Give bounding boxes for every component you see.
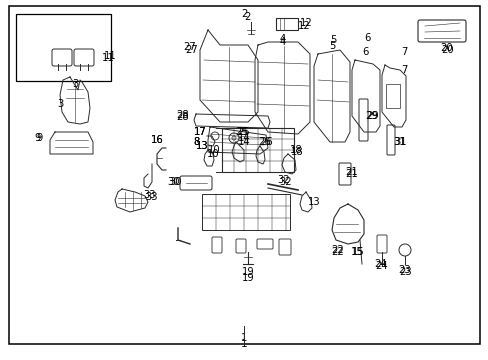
Text: 32: 32 [279, 177, 292, 187]
Text: 24: 24 [374, 259, 386, 269]
Text: 9: 9 [35, 133, 41, 143]
Text: 18: 18 [290, 147, 303, 157]
Text: 10: 10 [206, 149, 219, 159]
Text: 3: 3 [72, 79, 78, 89]
Text: 5: 5 [329, 35, 336, 45]
Text: 13: 13 [195, 141, 208, 151]
Text: 26: 26 [260, 137, 273, 147]
Bar [385, 84, 399, 108]
Text: 12: 12 [299, 18, 312, 28]
Text: 31: 31 [393, 137, 406, 147]
Text: 5: 5 [328, 41, 334, 51]
Text: 3: 3 [57, 99, 63, 109]
Text: 10: 10 [207, 145, 220, 155]
Text: 25: 25 [237, 127, 250, 137]
Text: 20: 20 [441, 45, 453, 55]
Text: 11: 11 [103, 51, 116, 61]
Text: 13: 13 [307, 197, 320, 207]
Bar [222, 128, 293, 172]
Text: 14: 14 [237, 133, 250, 143]
Text: 22: 22 [331, 247, 344, 257]
Text: 13: 13 [195, 141, 208, 151]
Text: 29: 29 [366, 111, 379, 121]
Text: 23: 23 [399, 267, 411, 277]
Text: 33: 33 [145, 192, 158, 202]
Text: 29: 29 [365, 111, 378, 121]
Text: 19: 19 [241, 273, 254, 283]
Text: 1: 1 [240, 333, 246, 343]
Text: 21: 21 [345, 167, 358, 177]
Bar [275, 18, 297, 30]
Text: 33: 33 [143, 190, 156, 200]
Text: 15: 15 [350, 247, 363, 257]
Text: 15: 15 [351, 247, 364, 257]
Text: 4: 4 [279, 37, 285, 47]
Text: 6: 6 [363, 33, 369, 43]
Text: 27: 27 [185, 45, 198, 55]
Text: 2: 2 [244, 12, 250, 22]
Text: 18: 18 [289, 145, 302, 155]
Text: 20: 20 [440, 43, 452, 53]
Text: 14: 14 [237, 137, 250, 147]
Text: 8: 8 [193, 137, 200, 147]
Text: 30: 30 [167, 177, 180, 187]
Text: 12: 12 [297, 21, 310, 31]
Text: 22: 22 [331, 245, 344, 255]
Text: 28: 28 [176, 110, 189, 120]
Text: 1: 1 [240, 339, 247, 349]
Text: 16: 16 [150, 135, 163, 145]
Text: 31: 31 [394, 137, 407, 147]
Text: 26: 26 [258, 137, 271, 147]
Text: 28: 28 [176, 112, 189, 122]
Text: 4: 4 [279, 34, 285, 44]
Text: 19: 19 [241, 267, 254, 277]
Text: 32: 32 [277, 175, 290, 185]
Text: 16: 16 [150, 135, 163, 145]
Bar [202, 194, 289, 230]
Text: 6: 6 [361, 47, 367, 57]
Text: 21: 21 [345, 169, 358, 179]
Text: 25: 25 [235, 127, 248, 137]
Text: 2: 2 [240, 9, 246, 19]
Text: 8: 8 [192, 137, 199, 147]
Bar [16, 14, 111, 81]
Text: 7: 7 [400, 47, 407, 57]
Text: 27: 27 [183, 42, 196, 52]
Text: 9: 9 [37, 133, 43, 143]
Text: 7: 7 [400, 65, 407, 75]
Text: 23: 23 [398, 265, 410, 275]
Text: 17: 17 [193, 127, 206, 137]
Text: 24: 24 [375, 261, 387, 271]
Text: 11: 11 [102, 53, 114, 63]
Text: 30: 30 [169, 177, 182, 187]
Text: 17: 17 [193, 127, 206, 137]
